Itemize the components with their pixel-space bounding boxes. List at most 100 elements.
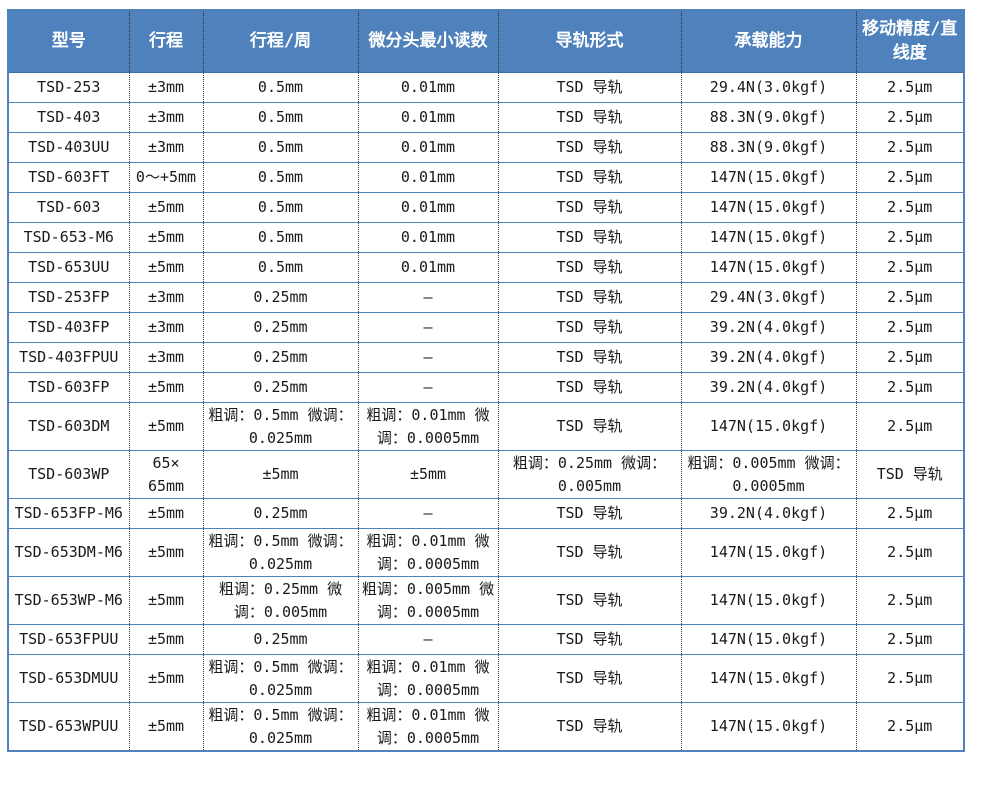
table-cell: ±5mm [202, 450, 359, 499]
table-cell: 0.5mm [202, 72, 359, 103]
table-cell: 147N(15.0kgf) [680, 528, 857, 577]
table-cell: TSD-603DM [7, 402, 130, 451]
table-cell: 0.5mm [202, 252, 359, 283]
table-row: TSD-403 ±3mm 0.5mm 0.01mm TSD 导轨 88.3N(9.0kgf… [7, 102, 965, 133]
table-cell: TSD 导轨 [497, 162, 682, 193]
table-cell: 2.5μm [855, 192, 965, 223]
table-row: TSD-653DM-M6 ±5mm 粗调：0.5mm 微调：0.025mm 粗调：0.… [7, 528, 965, 577]
table-cell: 0.5mm [202, 162, 359, 193]
table-cell: ±5mm [357, 450, 499, 499]
table-cell: TSD-653UU [7, 252, 130, 283]
table-cell: TSD-603FP [7, 372, 130, 403]
table-cell: TSD 导轨 [497, 312, 682, 343]
table-cell: — [357, 498, 499, 529]
column-header: 型号 [7, 10, 130, 73]
table-row: TSD-653-M6 ±5mm 0.5mm 0.01mm TSD 导轨 147N(15.0… [7, 222, 965, 253]
column-header: 行程 [128, 10, 204, 73]
table-cell: 粗调：0.01mm 微调：0.0005mm [357, 702, 499, 752]
table-cell: ±5mm [128, 624, 204, 655]
table-cell: 65× 65mm [128, 450, 204, 499]
table-row: TSD-603DM ±5mm 粗调：0.5mm 微调：0.025mm 粗调：0.01m… [7, 402, 965, 451]
table-cell: ±3mm [128, 132, 204, 163]
table-cell: 2.5μm [855, 312, 965, 343]
table-cell: TSD 导轨 [497, 72, 682, 103]
table-cell: TSD 导轨 [497, 402, 682, 451]
table-cell: TSD 导轨 [855, 450, 965, 499]
table-cell: ±5mm [128, 702, 204, 752]
table-cell: 2.5μm [855, 402, 965, 451]
table-cell: 0～+5mm [128, 162, 204, 193]
table-cell: 39.2N(4.0kgf) [680, 312, 857, 343]
table-cell: TSD-253FP [7, 282, 130, 313]
table-cell: TSD 导轨 [497, 372, 682, 403]
table-cell: ±5mm [128, 372, 204, 403]
table-cell: TSD 导轨 [497, 498, 682, 529]
column-header: 承载能力 [680, 10, 857, 73]
table-cell: 0.25mm [202, 342, 359, 373]
table-cell: 39.2N(4.0kgf) [680, 342, 857, 373]
table-cell: 粗调：0.01mm 微调：0.0005mm [357, 528, 499, 577]
table-cell: 147N(15.0kgf) [680, 402, 857, 451]
table-cell: 0.01mm [357, 252, 499, 283]
table-cell: 0.01mm [357, 132, 499, 163]
table-cell: 2.5μm [855, 162, 965, 193]
table-cell: ±5mm [128, 528, 204, 577]
table-row: TSD-653DMUU ±5mm 粗调：0.5mm 微调：0.025mm 粗调：0.0… [7, 654, 965, 703]
table-cell: 粗调：0.01mm 微调：0.0005mm [357, 402, 499, 451]
table-cell: 0.25mm [202, 372, 359, 403]
table-cell: 0.25mm [202, 498, 359, 529]
table-cell: TSD 导轨 [497, 702, 682, 752]
table-cell: TSD 导轨 [497, 624, 682, 655]
table-cell: 2.5μm [855, 132, 965, 163]
table-cell: TSD-653DM-M6 [7, 528, 130, 577]
table-cell: — [357, 624, 499, 655]
table-cell: 147N(15.0kgf) [680, 624, 857, 655]
table-row: TSD-403FPUU ±3mm 0.25mm — TSD 导轨 39.2N(4.0kgf… [7, 342, 965, 373]
table-cell: TSD-653WP-M6 [7, 576, 130, 625]
table-cell: 0.5mm [202, 192, 359, 223]
table-cell: 0.5mm [202, 222, 359, 253]
table-cell: ±3mm [128, 102, 204, 133]
table-cell: TSD 导轨 [497, 192, 682, 223]
table-cell: 0.5mm [202, 132, 359, 163]
column-header: 微分头最小读数 [357, 10, 499, 73]
table-cell: ±5mm [128, 576, 204, 625]
table-cell: TSD-603WP [7, 450, 130, 499]
table-cell: 39.2N(4.0kgf) [680, 498, 857, 529]
table-row: TSD-603FT 0～+5mm 0.5mm 0.01mm TSD 导轨 147N(15.… [7, 162, 965, 193]
header-row: 型号 行程 行程/周 微分头最小读数 导轨形式 承载能力 移动精度/直线度 [7, 10, 965, 73]
table-cell: TSD-653-M6 [7, 222, 130, 253]
table-cell: 147N(15.0kgf) [680, 252, 857, 283]
table-cell: 2.5μm [855, 222, 965, 253]
table-cell: 29.4N(3.0kgf) [680, 282, 857, 313]
table-cell: 0.25mm [202, 624, 359, 655]
table-cell: 29.4N(3.0kgf) [680, 72, 857, 103]
table-cell: ±3mm [128, 312, 204, 343]
table-cell: 147N(15.0kgf) [680, 654, 857, 703]
table-cell: TSD-253 [7, 72, 130, 103]
table-row: TSD-403FP ±3mm 0.25mm — TSD 导轨 39.2N(4.0kgf) 2… [7, 312, 965, 343]
table-cell: 88.3N(9.0kgf) [680, 102, 857, 133]
table-cell: 0.01mm [357, 102, 499, 133]
table-cell: TSD 导轨 [497, 132, 682, 163]
table-cell: 2.5μm [855, 282, 965, 313]
table-cell: 2.5μm [855, 102, 965, 133]
table-cell: 2.5μm [855, 252, 965, 283]
table-cell: 0.01mm [357, 192, 499, 223]
spec-table-container: 型号 行程 行程/周 微分头最小读数 导轨形式 承载能力 移动精度/直线度 TSD-253 ±… [7, 9, 965, 752]
table-cell: ±5mm [128, 498, 204, 529]
table-cell: 2.5μm [855, 498, 965, 529]
table-row: TSD-603WP 65× 65mm ±5mm ±5mm 粗调：0.25mm 微调：0.… [7, 450, 965, 499]
table-cell: 147N(15.0kgf) [680, 576, 857, 625]
table-cell: 粗调：0.5mm 微调：0.025mm [202, 702, 359, 752]
table-cell: 粗调：0.25mm 微调：0.005mm [202, 576, 359, 625]
spec-table: 型号 行程 行程/周 微分头最小读数 导轨形式 承载能力 移动精度/直线度 TSD-253 ±… [7, 9, 965, 752]
table-cell: 0.01mm [357, 162, 499, 193]
table-cell: 2.5μm [855, 528, 965, 577]
table-row: TSD-603 ±5mm 0.5mm 0.01mm TSD 导轨 147N(15.0kgf… [7, 192, 965, 223]
table-cell: TSD-653WPUU [7, 702, 130, 752]
table-cell: 粗调：0.01mm 微调：0.0005mm [357, 654, 499, 703]
table-cell: TSD-403FP [7, 312, 130, 343]
table-row: TSD-653WPUU ±5mm 粗调：0.5mm 微调：0.025mm 粗调：0.0… [7, 702, 965, 752]
table-cell: ±3mm [128, 282, 204, 313]
